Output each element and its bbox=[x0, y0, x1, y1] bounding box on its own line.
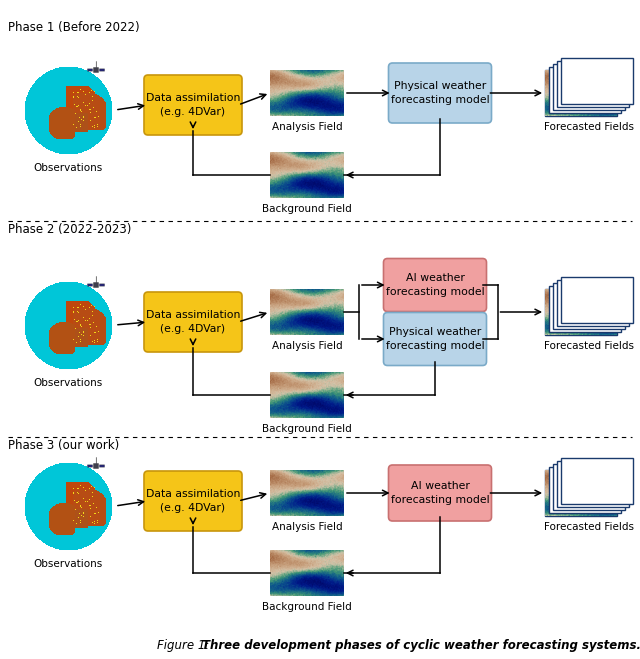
Bar bbox=[557, 461, 629, 507]
Text: Data assimilation
(e.g. 4DVar): Data assimilation (e.g. 4DVar) bbox=[146, 490, 240, 513]
Text: Physical weather
forecasting model: Physical weather forecasting model bbox=[390, 82, 490, 105]
FancyBboxPatch shape bbox=[388, 63, 492, 123]
Text: Background Field: Background Field bbox=[262, 602, 352, 612]
Text: Forecasted Fields: Forecasted Fields bbox=[544, 122, 634, 132]
FancyBboxPatch shape bbox=[383, 312, 486, 366]
Text: Phase 3 (our work): Phase 3 (our work) bbox=[8, 439, 119, 452]
Text: Background Field: Background Field bbox=[262, 204, 352, 214]
Text: Analysis Field: Analysis Field bbox=[272, 122, 342, 132]
Text: Analysis Field: Analysis Field bbox=[272, 522, 342, 532]
Bar bbox=[553, 64, 625, 110]
Text: Phase 2 (2022-2023): Phase 2 (2022-2023) bbox=[8, 223, 131, 236]
Bar bbox=[561, 458, 633, 504]
FancyBboxPatch shape bbox=[144, 471, 242, 531]
Bar bbox=[549, 286, 621, 332]
FancyBboxPatch shape bbox=[388, 465, 492, 521]
Bar bbox=[561, 277, 633, 323]
Text: Observations: Observations bbox=[33, 378, 102, 388]
Bar bbox=[553, 283, 625, 329]
Text: Forecasted Fields: Forecasted Fields bbox=[544, 341, 634, 351]
Text: Data assimilation
(e.g. 4DVar): Data assimilation (e.g. 4DVar) bbox=[146, 94, 240, 117]
Text: Three development phases of cyclic weather forecasting systems.: Three development phases of cyclic weath… bbox=[202, 639, 640, 652]
Bar bbox=[549, 467, 621, 513]
Bar bbox=[545, 470, 617, 516]
Text: Phase 1 (Before 2022): Phase 1 (Before 2022) bbox=[8, 21, 140, 34]
Bar bbox=[557, 280, 629, 326]
Text: Observations: Observations bbox=[33, 559, 102, 569]
FancyBboxPatch shape bbox=[383, 258, 486, 312]
Text: Forecasted Fields: Forecasted Fields bbox=[544, 522, 634, 532]
Text: Figure 1:: Figure 1: bbox=[157, 639, 213, 652]
Text: Physical weather
forecasting model: Physical weather forecasting model bbox=[386, 328, 484, 351]
Bar bbox=[545, 289, 617, 335]
Bar bbox=[549, 67, 621, 113]
Text: Observations: Observations bbox=[33, 163, 102, 173]
Text: Analysis Field: Analysis Field bbox=[272, 341, 342, 351]
Bar bbox=[553, 464, 625, 510]
Text: Background Field: Background Field bbox=[262, 424, 352, 434]
FancyBboxPatch shape bbox=[144, 75, 242, 135]
Bar bbox=[545, 70, 617, 116]
FancyBboxPatch shape bbox=[144, 292, 242, 352]
Bar bbox=[561, 58, 633, 104]
Bar bbox=[557, 61, 629, 107]
Text: Data assimilation
(e.g. 4DVar): Data assimilation (e.g. 4DVar) bbox=[146, 310, 240, 333]
Text: AI weather
forecasting model: AI weather forecasting model bbox=[390, 482, 490, 505]
Text: AI weather
forecasting model: AI weather forecasting model bbox=[386, 273, 484, 297]
